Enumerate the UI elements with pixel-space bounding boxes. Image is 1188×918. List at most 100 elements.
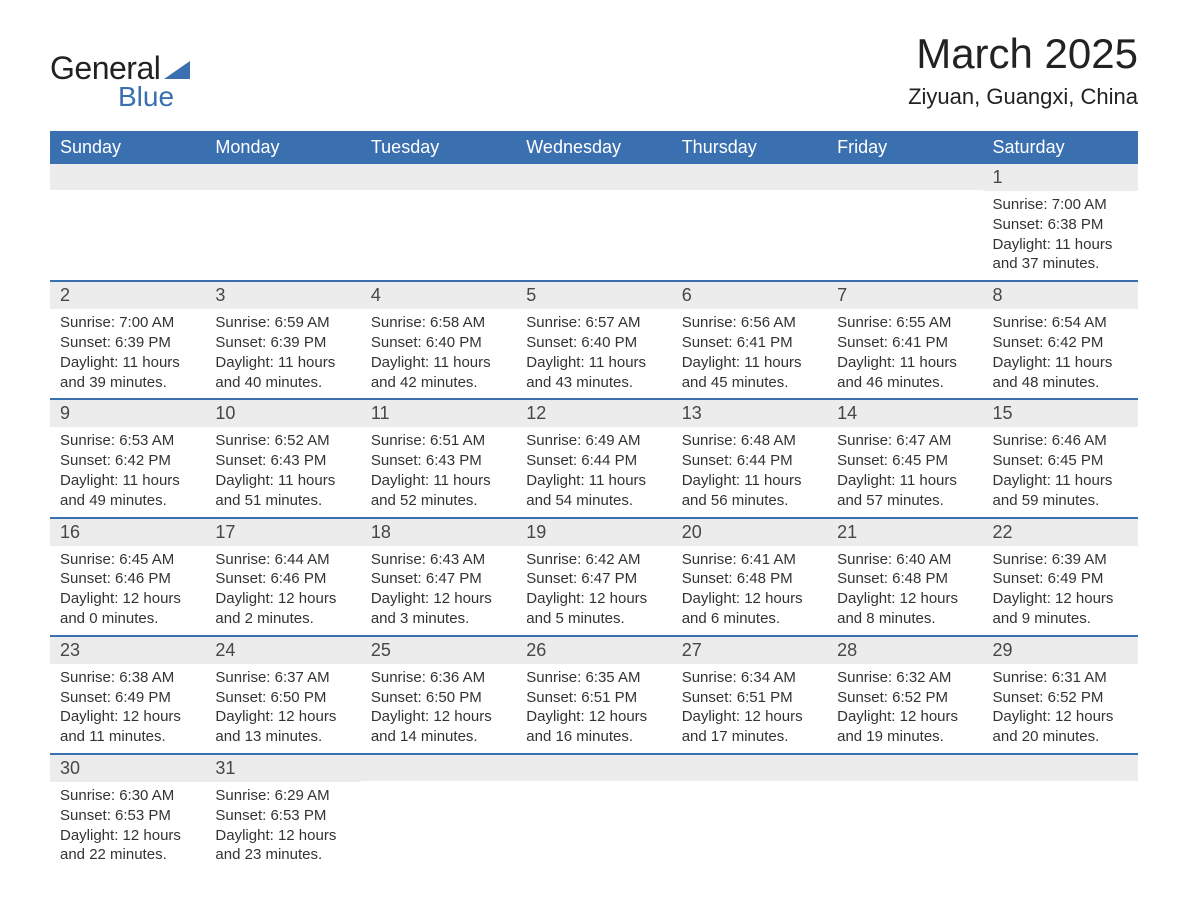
day-number: 20 xyxy=(672,519,827,546)
sunrise-text: Sunrise: 6:39 AM xyxy=(993,550,1128,570)
sunrise-text: Sunrise: 6:37 AM xyxy=(215,668,350,688)
sunset-text: Sunset: 6:46 PM xyxy=(60,569,195,589)
daylight-text: and 19 minutes. xyxy=(837,727,972,747)
sunset-text: Sunset: 6:52 PM xyxy=(837,688,972,708)
calendar-week-row: 23Sunrise: 6:38 AMSunset: 6:49 PMDayligh… xyxy=(50,636,1138,754)
calendar-cell xyxy=(50,164,205,281)
calendar-cell xyxy=(827,164,982,281)
day-number: 8 xyxy=(983,282,1138,309)
daylight-text: Daylight: 12 hours xyxy=(682,707,817,727)
day-header: Friday xyxy=(827,131,982,164)
daylight-text: Daylight: 12 hours xyxy=(215,707,350,727)
calendar-cell xyxy=(516,164,671,281)
daylight-text: and 49 minutes. xyxy=(60,491,195,511)
sunset-text: Sunset: 6:40 PM xyxy=(371,333,506,353)
sunrise-text: Sunrise: 6:58 AM xyxy=(371,313,506,333)
day-details: Sunrise: 6:49 AMSunset: 6:44 PMDaylight:… xyxy=(516,427,671,516)
calendar-cell: 13Sunrise: 6:48 AMSunset: 6:44 PMDayligh… xyxy=(672,399,827,517)
daylight-text: and 5 minutes. xyxy=(526,609,661,629)
sunset-text: Sunset: 6:39 PM xyxy=(60,333,195,353)
page-header: General Blue March 2025 Ziyuan, Guangxi,… xyxy=(50,30,1138,113)
sunrise-text: Sunrise: 6:30 AM xyxy=(60,786,195,806)
sunrise-text: Sunrise: 6:45 AM xyxy=(60,550,195,570)
calendar-cell: 7Sunrise: 6:55 AMSunset: 6:41 PMDaylight… xyxy=(827,281,982,399)
calendar-week-row: 9Sunrise: 6:53 AMSunset: 6:42 PMDaylight… xyxy=(50,399,1138,517)
day-details: Sunrise: 6:29 AMSunset: 6:53 PMDaylight:… xyxy=(205,782,360,871)
calendar-cell: 14Sunrise: 6:47 AMSunset: 6:45 PMDayligh… xyxy=(827,399,982,517)
sunrise-text: Sunrise: 6:29 AM xyxy=(215,786,350,806)
daylight-text: Daylight: 12 hours xyxy=(60,707,195,727)
logo-text-blue: Blue xyxy=(118,81,190,113)
daylight-text: Daylight: 11 hours xyxy=(837,353,972,373)
day-number: 11 xyxy=(361,400,516,427)
day-details: Sunrise: 6:32 AMSunset: 6:52 PMDaylight:… xyxy=(827,664,982,753)
month-title: March 2025 xyxy=(908,30,1138,78)
day-details: Sunrise: 6:52 AMSunset: 6:43 PMDaylight:… xyxy=(205,427,360,516)
day-number xyxy=(827,164,982,190)
day-details: Sunrise: 6:34 AMSunset: 6:51 PMDaylight:… xyxy=(672,664,827,753)
day-number: 10 xyxy=(205,400,360,427)
day-number xyxy=(516,164,671,190)
calendar-cell: 27Sunrise: 6:34 AMSunset: 6:51 PMDayligh… xyxy=(672,636,827,754)
daylight-text: Daylight: 11 hours xyxy=(60,471,195,491)
calendar-cell: 8Sunrise: 6:54 AMSunset: 6:42 PMDaylight… xyxy=(983,281,1138,399)
day-details xyxy=(50,190,205,210)
day-number xyxy=(672,755,827,781)
daylight-text: Daylight: 11 hours xyxy=(682,471,817,491)
location-text: Ziyuan, Guangxi, China xyxy=(908,84,1138,110)
day-details xyxy=(827,781,982,801)
sunrise-text: Sunrise: 6:41 AM xyxy=(682,550,817,570)
sunset-text: Sunset: 6:46 PM xyxy=(215,569,350,589)
day-number xyxy=(50,164,205,190)
day-details xyxy=(516,781,671,801)
sunrise-text: Sunrise: 6:52 AM xyxy=(215,431,350,451)
sunrise-text: Sunrise: 6:46 AM xyxy=(993,431,1128,451)
sunrise-text: Sunrise: 6:48 AM xyxy=(682,431,817,451)
daylight-text: and 42 minutes. xyxy=(371,373,506,393)
calendar-cell xyxy=(672,754,827,871)
day-details: Sunrise: 6:35 AMSunset: 6:51 PMDaylight:… xyxy=(516,664,671,753)
sunrise-text: Sunrise: 7:00 AM xyxy=(993,195,1128,215)
daylight-text: Daylight: 12 hours xyxy=(837,589,972,609)
sunset-text: Sunset: 6:44 PM xyxy=(526,451,661,471)
day-details: Sunrise: 6:47 AMSunset: 6:45 PMDaylight:… xyxy=(827,427,982,516)
sunrise-text: Sunrise: 6:55 AM xyxy=(837,313,972,333)
day-details: Sunrise: 6:38 AMSunset: 6:49 PMDaylight:… xyxy=(50,664,205,753)
calendar-cell xyxy=(361,754,516,871)
daylight-text: and 56 minutes. xyxy=(682,491,817,511)
calendar-cell: 9Sunrise: 6:53 AMSunset: 6:42 PMDaylight… xyxy=(50,399,205,517)
sunrise-text: Sunrise: 6:35 AM xyxy=(526,668,661,688)
daylight-text: Daylight: 12 hours xyxy=(215,589,350,609)
sunset-text: Sunset: 6:50 PM xyxy=(371,688,506,708)
sunset-text: Sunset: 6:43 PM xyxy=(215,451,350,471)
day-number: 4 xyxy=(361,282,516,309)
day-number: 3 xyxy=(205,282,360,309)
sunrise-text: Sunrise: 6:51 AM xyxy=(371,431,506,451)
day-number: 21 xyxy=(827,519,982,546)
day-number: 18 xyxy=(361,519,516,546)
day-header: Monday xyxy=(205,131,360,164)
day-number: 14 xyxy=(827,400,982,427)
daylight-text: and 46 minutes. xyxy=(837,373,972,393)
day-details: Sunrise: 6:46 AMSunset: 6:45 PMDaylight:… xyxy=(983,427,1138,516)
daylight-text: and 14 minutes. xyxy=(371,727,506,747)
day-number: 15 xyxy=(983,400,1138,427)
day-number: 22 xyxy=(983,519,1138,546)
day-details: Sunrise: 6:30 AMSunset: 6:53 PMDaylight:… xyxy=(50,782,205,871)
calendar-cell: 22Sunrise: 6:39 AMSunset: 6:49 PMDayligh… xyxy=(983,518,1138,636)
day-number: 1 xyxy=(983,164,1138,191)
day-details: Sunrise: 6:40 AMSunset: 6:48 PMDaylight:… xyxy=(827,546,982,635)
day-number: 2 xyxy=(50,282,205,309)
calendar-cell: 15Sunrise: 6:46 AMSunset: 6:45 PMDayligh… xyxy=(983,399,1138,517)
calendar-week-row: 2Sunrise: 7:00 AMSunset: 6:39 PMDaylight… xyxy=(50,281,1138,399)
sunrise-text: Sunrise: 6:40 AM xyxy=(837,550,972,570)
calendar-cell: 2Sunrise: 7:00 AMSunset: 6:39 PMDaylight… xyxy=(50,281,205,399)
daylight-text: Daylight: 11 hours xyxy=(993,471,1128,491)
daylight-text: Daylight: 12 hours xyxy=(682,589,817,609)
calendar-cell: 20 Sunrise: 6:41 AMSunset: 6:48 PMDayligh… xyxy=(672,518,827,636)
day-details xyxy=(672,781,827,801)
sunrise-text: Sunrise: 6:49 AM xyxy=(526,431,661,451)
sunset-text: Sunset: 6:48 PM xyxy=(682,569,817,589)
day-details: Sunrise: 6:57 AMSunset: 6:40 PMDaylight:… xyxy=(516,309,671,398)
day-details: Sunrise: 6:54 AMSunset: 6:42 PMDaylight:… xyxy=(983,309,1138,398)
